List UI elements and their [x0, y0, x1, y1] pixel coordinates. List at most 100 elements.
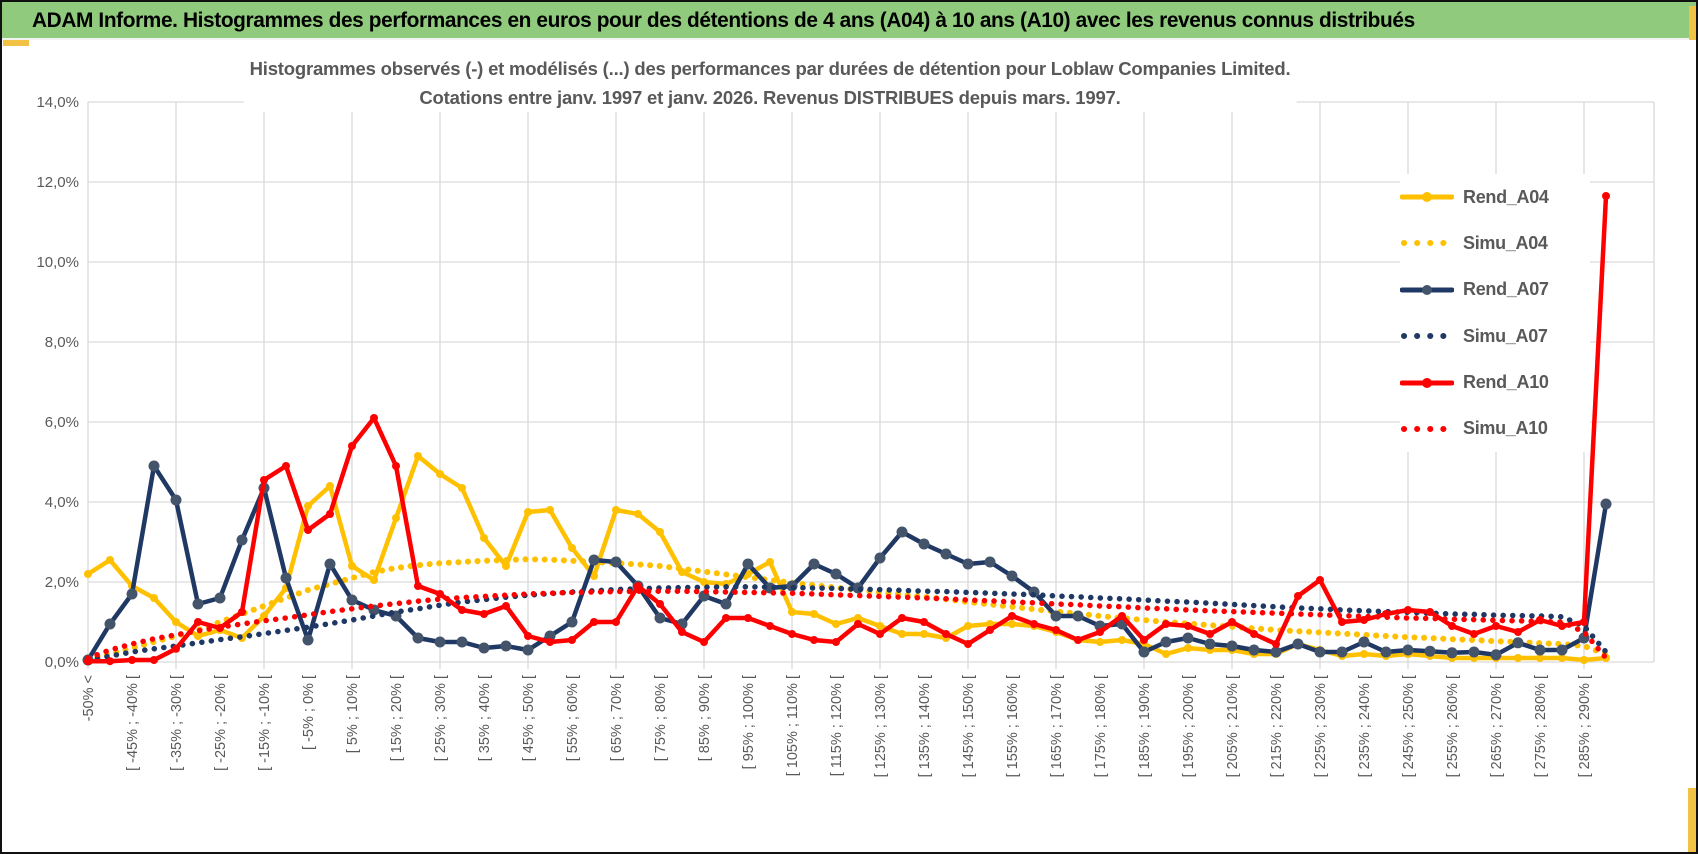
marker-Rend_A07 [1600, 498, 1612, 510]
marker-Rend_A10 [1184, 622, 1192, 630]
y-tick-label: 6,0% [45, 414, 79, 431]
marker-Rend_A07 [434, 636, 446, 648]
marker-Rend_A10 [326, 510, 334, 518]
x-tick-label: [ 55% ; 60% [ [565, 675, 581, 761]
marker-Rend_A07 [720, 598, 732, 610]
legend-item-Simu_A04[interactable]: Simu_A04 [1400, 224, 1590, 262]
marker-Rend_A10 [678, 628, 686, 636]
marker-Rend_A10 [1404, 606, 1412, 614]
marker-Rend_A10 [194, 618, 202, 626]
marker-Rend_A10 [282, 462, 290, 470]
marker-Rend_A04 [524, 508, 532, 516]
marker-Rend_A10 [1448, 622, 1456, 630]
legend-item-Rend_A10[interactable]: Rend_A10 [1400, 364, 1590, 402]
marker-Rend_A10 [150, 656, 158, 664]
x-tick-label: [ 85% ; 90% [ [697, 675, 713, 761]
marker-Rend_A10 [238, 608, 246, 616]
marker-Rend_A10 [524, 632, 532, 640]
marker-Rend_A10 [1426, 608, 1434, 616]
x-tick-label: [ 65% ; 70% [ [609, 675, 625, 761]
selection-accent-left [3, 40, 29, 46]
legend-item-label: Simu_A10 [1463, 418, 1548, 439]
marker-Rend_A04 [480, 534, 488, 542]
marker-Rend_A10 [502, 602, 510, 610]
marker-Rend_A04 [590, 572, 598, 580]
marker-Rend_A07 [984, 556, 996, 568]
chart-title: Histogrammes observés (-) et modélisés (… [243, 54, 1297, 112]
marker-Rend_A04 [766, 558, 774, 566]
marker-Rend_A10 [1338, 618, 1346, 626]
marker-Rend_A04 [326, 482, 334, 490]
marker-Rend_A10 [1514, 628, 1522, 636]
legend-item-Simu_A07[interactable]: Simu_A07 [1400, 317, 1590, 355]
marker-Rend_A04 [854, 614, 862, 622]
marker-Rend_A07 [1138, 646, 1150, 658]
marker-Rend_A07 [1072, 610, 1084, 622]
marker-Rend_A07 [214, 592, 226, 604]
series-Rend_A07 [85, 463, 1609, 663]
marker-Rend_A10 [788, 630, 796, 638]
marker-Rend_A10 [590, 618, 598, 626]
marker-Rend_A04 [414, 452, 422, 460]
sheet-title: ADAM Informe. Histogrammes des performan… [32, 7, 1415, 32]
marker-Rend_A07 [830, 568, 842, 580]
marker-Rend_A10 [1074, 636, 1082, 644]
y-tick-label: 0,0% [45, 654, 79, 671]
marker-Rend_A10 [458, 606, 466, 614]
x-tick-label: [ 155% ; 160% [ [1005, 675, 1021, 777]
marker-Rend_A10 [106, 657, 114, 666]
marker-Rend_A04 [502, 562, 510, 570]
marker-Rend_A10 [1272, 640, 1280, 648]
marker-Rend_A04 [1096, 638, 1104, 646]
marker-Rend_A07 [412, 632, 424, 644]
marker-Rend_A10 [1162, 620, 1170, 628]
x-tick-label: [ 45% ; 50% [ [521, 675, 537, 761]
marker-Rend_A07 [148, 460, 160, 472]
marker-Rend_A10 [304, 526, 312, 534]
legend-item-label: Simu_A04 [1463, 232, 1548, 253]
marker-Rend_A10 [480, 610, 488, 618]
marker-Rend_A04 [920, 630, 928, 638]
marker-Rend_A04 [436, 470, 444, 478]
marker-Rend_A04 [1558, 654, 1566, 662]
marker-Rend_A10 [1294, 592, 1302, 600]
marker-Rend_A07 [346, 594, 358, 606]
legend-item-Simu_A10[interactable]: Simu_A10 [1400, 410, 1590, 448]
marker-Rend_A07 [544, 630, 556, 642]
x-tick-label: [ -25% ; -20% [ [213, 675, 229, 771]
marker-Rend_A10 [1250, 630, 1258, 638]
marker-Rend_A10 [700, 638, 708, 646]
marker-Rend_A10 [1206, 630, 1214, 638]
marker-Rend_A10 [1118, 612, 1126, 620]
marker-Rend_A07 [1006, 570, 1018, 582]
chart-svg: 0,0% 2,0% 4,0% 6,0% 8,0% 10,0% 12,0% 14,0% -50% … [36, 94, 1655, 777]
marker-Rend_A07 [456, 636, 468, 648]
marker-Rend_A04 [876, 622, 884, 630]
marker-Rend_A10 [612, 618, 620, 626]
marker-Rend_A07 [500, 640, 512, 652]
marker-Rend_A04 [348, 562, 356, 570]
x-tick-label: [ 255% ; 260% [ [1445, 675, 1461, 777]
x-tick-label: [ 15% ; 20% [ [389, 675, 405, 761]
marker-Rend_A07 [588, 554, 600, 566]
marker-Rend_A10 [1470, 630, 1478, 638]
marker-Rend_A10 [1052, 626, 1060, 634]
y-tick-label: 12,0% [36, 174, 79, 191]
marker-Rend_A07 [1270, 646, 1282, 658]
marker-Rend_A07 [1336, 646, 1348, 658]
x-tick-label: [ -45% ; -40% [ [125, 675, 141, 771]
legend-item-label: Rend_A10 [1463, 372, 1549, 393]
marker-Rend_A04 [392, 514, 400, 522]
marker-Rend_A04 [612, 506, 620, 514]
marker-Rend_A07 [808, 558, 820, 570]
legend-item-Rend_A07[interactable]: Rend_A07 [1400, 271, 1590, 309]
marker-Rend_A04 [546, 506, 554, 514]
legend-sample-dotted-icon [1401, 333, 1453, 340]
marker-Rend_A10 [854, 620, 862, 628]
marker-Rend_A04 [788, 608, 796, 616]
x-tick-label: [ 145% ; 150% [ [961, 675, 977, 777]
y-tick-label: 8,0% [45, 334, 79, 351]
legend-item-Rend_A04[interactable]: Rend_A04 [1400, 178, 1590, 216]
marker-Rend_A07 [1226, 640, 1238, 652]
marker-Rend_A10 [1030, 620, 1038, 628]
